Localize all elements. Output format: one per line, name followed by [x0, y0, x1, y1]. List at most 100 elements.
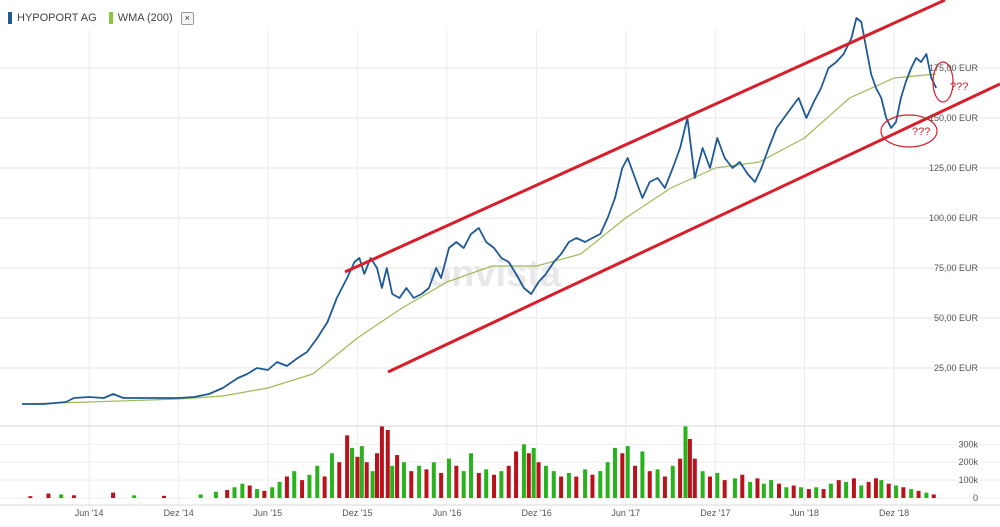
- volume-bar: [551, 471, 556, 498]
- volume-bar: [799, 487, 804, 498]
- wma-line: [21, 73, 937, 405]
- volume-bar: [277, 481, 282, 498]
- volume-bar: [707, 476, 712, 498]
- volume-bar: [345, 435, 350, 498]
- volume-bar: [531, 447, 536, 498]
- volume-bar: [446, 458, 451, 498]
- volume-bar: [678, 458, 683, 498]
- volume-bar: [605, 462, 610, 498]
- y-tick-label: 25,00 EUR: [934, 363, 979, 373]
- annotation-circle: [932, 61, 954, 103]
- volume-bar: [828, 483, 833, 498]
- volume-bar: [364, 462, 369, 498]
- volume-bar: [506, 465, 511, 498]
- legend-item-hypoport[interactable]: HYPOPORT AG: [8, 12, 97, 24]
- volume-bar: [574, 476, 579, 498]
- volume-bar: [232, 487, 237, 498]
- volume-bar: [670, 465, 675, 498]
- volume-bar: [873, 478, 878, 498]
- remove-indicator-close-icon[interactable]: ×: [180, 11, 194, 25]
- legend-label-hypoport: HYPOPORT AG: [17, 12, 97, 24]
- volume-bar: [476, 472, 481, 498]
- volume-bar: [821, 489, 826, 498]
- volume-bar: [748, 481, 753, 498]
- volume-bar: [543, 465, 548, 498]
- legend-label-wma: WMA (200): [117, 12, 173, 24]
- volume-bar: [307, 474, 312, 498]
- y-tick-label: 125,00 EUR: [929, 163, 979, 173]
- volume-bar: [390, 465, 395, 498]
- volume-tick-label: 200k: [958, 457, 978, 467]
- volume-bar: [625, 446, 630, 498]
- volume-bar: [59, 494, 64, 498]
- volume-bar: [769, 480, 774, 498]
- volume-bar: [329, 453, 334, 498]
- volume-bar: [401, 462, 406, 498]
- volume-bar: [247, 485, 252, 498]
- volume-bar: [566, 472, 571, 498]
- x-tick-label: Jun '18: [790, 508, 819, 518]
- legend-swatch-wma: [108, 12, 113, 24]
- x-tick-label: Dez '18: [879, 508, 909, 518]
- channel-lower-line: [387, 82, 1000, 374]
- volume-bar: [417, 465, 422, 498]
- volume-bar: [484, 469, 489, 498]
- legend-swatch-hypoport: [8, 12, 12, 24]
- volume-bar: [375, 453, 379, 498]
- volume-bar: [514, 451, 519, 498]
- volume-bars: [28, 426, 936, 498]
- legend-item-wma[interactable]: WMA (200): [108, 12, 173, 24]
- price-line: [22, 17, 938, 405]
- volume-bar: [647, 471, 652, 498]
- y-axis-labels: 25,00 EUR 50,00 EUR 75,00 EUR 100,00 EUR 125…: [929, 63, 979, 503]
- volume-tick-label: 300k: [958, 439, 978, 449]
- volume-bar: [687, 438, 692, 498]
- volume-bar: [359, 446, 364, 498]
- volume-bar: [300, 480, 305, 498]
- volume-bar: [909, 489, 914, 498]
- volume-bar: [715, 472, 720, 498]
- volume-tick-label: 100k: [958, 475, 978, 485]
- volume-bar: [225, 489, 230, 498]
- x-tick-label: Dez '14: [164, 508, 194, 518]
- volume-bar: [536, 462, 541, 498]
- volume-bar: [844, 481, 849, 498]
- y-tick-label: 100,00 EUR: [929, 213, 979, 223]
- volume-tick-label: 0: [973, 493, 978, 503]
- volume-bar: [424, 469, 429, 498]
- volume-bar: [683, 426, 688, 498]
- volume-bar: [461, 471, 466, 498]
- volume-bar: [916, 490, 921, 498]
- volume-bar: [315, 465, 320, 498]
- volume-bar: [740, 474, 745, 498]
- volume-bar: [583, 469, 588, 498]
- volume-bar: [71, 495, 76, 498]
- volume-bar: [791, 485, 796, 498]
- volume-bar: [284, 476, 289, 498]
- volume-bar: [292, 471, 297, 498]
- volume-bar: [111, 492, 116, 498]
- volume-bar: [901, 487, 906, 498]
- x-tick-label: Dez '17: [700, 508, 730, 518]
- volume-bar: [132, 495, 137, 498]
- volume-bar: [499, 471, 504, 498]
- annotation-circle: [880, 114, 938, 148]
- volume-bar: [270, 487, 275, 498]
- volume-bar: [46, 493, 51, 498]
- x-tick-label: Jun '16: [433, 508, 462, 518]
- grid: [0, 30, 1000, 506]
- y-tick-label: 175,00 EUR: [929, 63, 979, 73]
- volume-bar: [924, 492, 929, 498]
- volume-bar: [866, 481, 871, 498]
- volume-bar: [590, 474, 595, 498]
- x-tick-label: Jun '17: [611, 508, 640, 518]
- annotation-text: ???: [912, 126, 930, 138]
- volume-bar: [395, 455, 400, 498]
- watermark: onvista: [428, 253, 562, 295]
- volume-bar: [598, 471, 603, 498]
- volume-bar: [409, 471, 414, 498]
- volume-bar: [28, 496, 33, 498]
- channel-upper-line: [344, 0, 946, 274]
- volume-bar: [431, 462, 436, 498]
- y-tick-label: 150,00 EUR: [929, 113, 979, 123]
